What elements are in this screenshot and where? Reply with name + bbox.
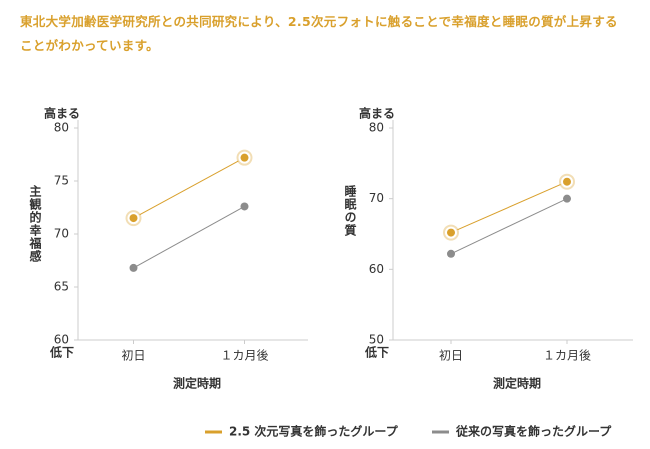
- series-line: [133, 157, 245, 219]
- series-line: [133, 206, 245, 269]
- marker: [240, 202, 249, 211]
- y-tick-label: 75: [54, 174, 69, 188]
- bottom-note: 低下: [364, 345, 389, 360]
- x-tick-label: １カ月後: [220, 349, 268, 363]
- y-tick-label: 65: [54, 280, 69, 294]
- y-tick-label: 50: [369, 333, 384, 347]
- marker: [129, 263, 138, 272]
- marker: [447, 249, 455, 258]
- marker: [563, 177, 571, 186]
- x-axis-label: 測定時期: [173, 376, 221, 391]
- y-tick-label: 80: [54, 121, 69, 135]
- series-line: [450, 181, 568, 234]
- marker: [240, 153, 249, 162]
- series-line: [450, 198, 568, 255]
- marker: [129, 214, 138, 223]
- y-axis-label: 主観的幸福感: [28, 184, 42, 263]
- top-note: 高まる: [44, 106, 80, 121]
- legend-label: 従来の写真を飾ったグループ: [455, 424, 612, 439]
- y-tick-label: 80: [369, 121, 384, 135]
- y-tick-label: 70: [369, 191, 384, 205]
- y-tick-label: 70: [54, 227, 69, 241]
- top-note: 高まる: [359, 106, 395, 121]
- y-tick-label: 60: [369, 262, 384, 276]
- x-tick-label: １カ月後: [543, 349, 591, 363]
- x-tick-label: 初日: [439, 349, 463, 363]
- headline: 東北大学加齢医学研究所との共同研究により、2.5次元フォトに触ることで幸福度と睡…: [20, 14, 618, 53]
- marker: [563, 194, 571, 203]
- legend-label: 2.5 次元写真を飾ったグループ: [229, 424, 399, 439]
- x-tick-label: 初日: [121, 349, 145, 363]
- x-axis-label: 測定時期: [493, 376, 541, 391]
- y-tick-label: 60: [54, 333, 69, 347]
- y-axis-label: 睡眠の質: [343, 184, 357, 237]
- marker: [447, 228, 455, 237]
- bottom-note: 低下: [49, 345, 74, 360]
